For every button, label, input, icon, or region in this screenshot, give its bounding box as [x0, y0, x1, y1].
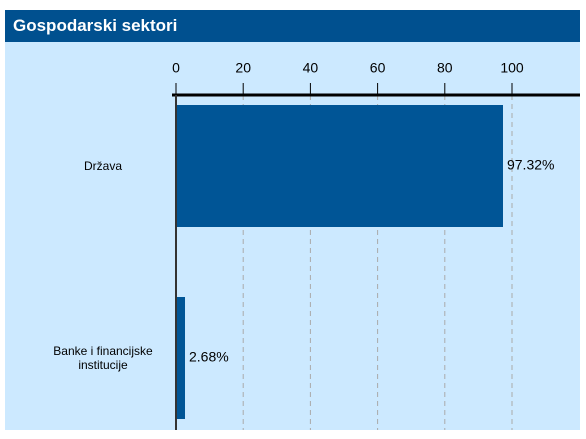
value-label: 97.32%	[507, 157, 554, 173]
x-tick-label: 80	[437, 60, 453, 76]
y-tick-label: Država	[83, 159, 122, 173]
x-tick-label: 100	[500, 60, 524, 76]
x-tick-label: 0	[172, 60, 180, 76]
x-tick-label: 20	[235, 60, 251, 76]
bar	[176, 105, 503, 227]
value-label: 2.68%	[189, 349, 229, 365]
y-tick-label: Banke i financijske institucije	[53, 344, 153, 372]
bar	[176, 297, 186, 419]
chart-title: Gospodarski sektori	[5, 10, 580, 42]
x-tick-label: 60	[370, 60, 386, 76]
x-tick-label: 40	[303, 60, 319, 76]
